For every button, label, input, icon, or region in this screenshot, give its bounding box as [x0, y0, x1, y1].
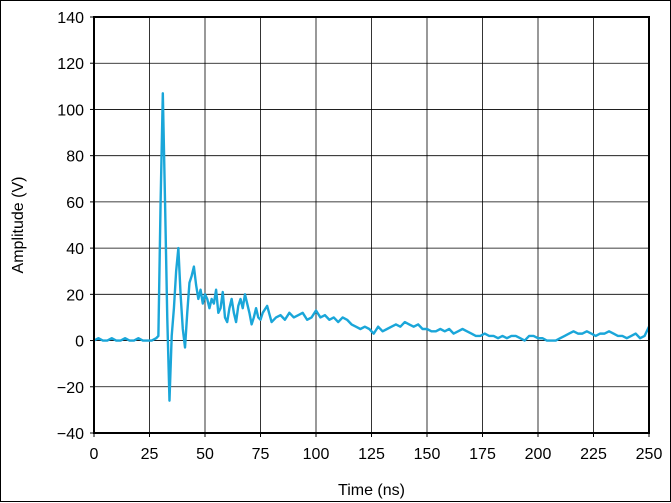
- y-tick-label-0: −40: [57, 426, 84, 443]
- y-tick-label-5: 60: [66, 195, 84, 212]
- series-line-0: [93, 92, 651, 402]
- y-tick-label-1: −20: [57, 380, 84, 397]
- vertical-grid: [149, 17, 594, 433]
- x-tick-label-8: 200: [525, 446, 552, 463]
- y-tick-label-2: 0: [75, 334, 84, 351]
- x-tick-label-6: 150: [414, 446, 441, 463]
- y-tick-label-7: 100: [57, 102, 84, 119]
- x-tick-label-4: 100: [303, 446, 330, 463]
- y-axis-ticks: −40 −20 0 20 40 60 80 100 120 140: [57, 10, 94, 443]
- x-tick-label-3: 75: [252, 446, 270, 463]
- x-axis-ticks: 0 25 50 75 100 125 150 175 200 225 250: [90, 433, 663, 463]
- x-tick-label-5: 125: [358, 446, 385, 463]
- series-layer: [93, 92, 651, 402]
- y-tick-label-4: 40: [66, 241, 84, 258]
- x-tick-label-2: 50: [196, 446, 214, 463]
- x-tick-label-10: 250: [636, 446, 663, 463]
- x-tick-label-7: 175: [469, 446, 496, 463]
- y-tick-label-6: 80: [66, 149, 84, 166]
- x-axis-title: Time (ns): [338, 482, 405, 499]
- y-tick-label-8: 120: [57, 56, 84, 73]
- y-tick-label-3: 20: [66, 287, 84, 304]
- y-axis-title: Amplitude (V): [10, 177, 27, 274]
- x-tick-label-0: 0: [90, 446, 99, 463]
- y-tick-label-9: 140: [57, 10, 84, 27]
- x-tick-label-1: 25: [141, 446, 159, 463]
- x-tick-label-9: 225: [580, 446, 607, 463]
